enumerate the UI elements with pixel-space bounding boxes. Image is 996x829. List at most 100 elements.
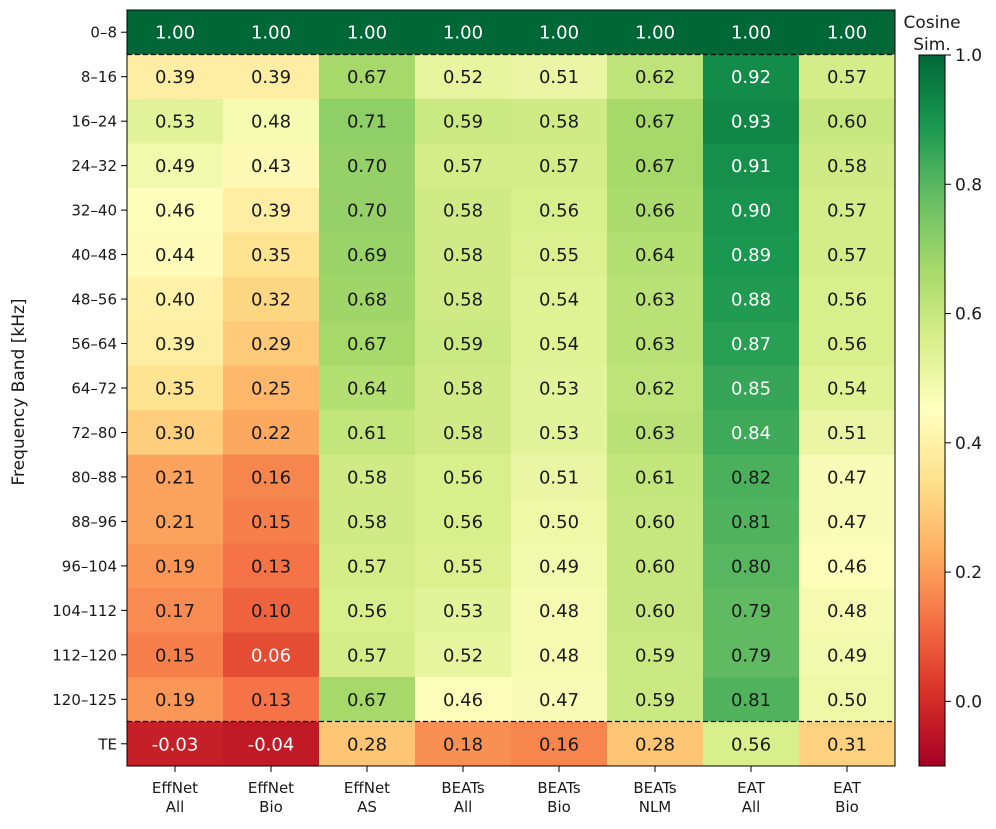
cell-value-label: 0.71 [347, 112, 387, 133]
cell-value-label: 0.29 [251, 334, 291, 355]
heatmap-cell [127, 187, 224, 233]
heatmap-cell [223, 632, 320, 678]
cell-value-label: 0.57 [827, 201, 867, 222]
heatmap-cell [511, 321, 608, 367]
heatmap-cell [223, 98, 320, 144]
y-tick-label: 8–16 [81, 68, 117, 86]
cell-value-label: 0.51 [827, 423, 867, 444]
cell-value-label: 0.13 [251, 556, 291, 577]
cell-value-label: 0.57 [443, 156, 483, 177]
cell-value-label: 0.17 [155, 601, 195, 622]
heatmap-cell [607, 187, 704, 233]
heatmap-cell [703, 365, 800, 411]
heatmap-cell [415, 677, 512, 723]
heatmap-cell [223, 54, 320, 100]
cell-value-label: 0.48 [539, 601, 579, 622]
cell-value-label: 0.43 [251, 156, 291, 177]
heatmap-cell [799, 276, 896, 322]
cell-value-label: 0.70 [347, 201, 387, 222]
x-tick-label: BEATs [633, 779, 677, 797]
heatmap-cell [799, 410, 896, 456]
heatmap-cell [511, 143, 608, 189]
y-tick-label: 80–88 [71, 468, 117, 486]
cell-value-label: 0.35 [251, 245, 291, 266]
y-tick-label: 0–8 [90, 24, 117, 42]
cell-value-label: 0.15 [155, 645, 195, 666]
heatmap-cell [511, 54, 608, 100]
cell-value-label: 0.49 [827, 645, 867, 666]
heatmap-cell [703, 543, 800, 589]
cell-value-label: 0.57 [347, 645, 387, 666]
heatmap-cell [415, 98, 512, 144]
heatmap-cell [511, 677, 608, 723]
heatmap-cell [799, 543, 896, 589]
cell-value-label: 0.61 [635, 467, 675, 488]
cell-value-label: 0.55 [443, 556, 483, 577]
y-axis-label: Frequency Band [kHz] [9, 298, 29, 485]
y-tick-label: 104–112 [52, 602, 117, 620]
heatmap-cell [319, 321, 416, 367]
heatmap-cell [223, 721, 320, 767]
cell-value-label: 0.22 [251, 423, 291, 444]
cell-value-label: 0.54 [539, 334, 579, 355]
heatmap-cell [607, 321, 704, 367]
heatmap-cell [127, 499, 224, 545]
heatmap-cell [319, 632, 416, 678]
heatmap-cell [127, 588, 224, 634]
heatmap-cell [319, 499, 416, 545]
cell-value-label: 0.49 [155, 156, 195, 177]
cell-value-label: 0.52 [443, 67, 483, 88]
heatmap-cell [703, 721, 800, 767]
colorbar-tick-label: 1.0 [955, 46, 982, 66]
cell-value-label: 0.39 [251, 67, 291, 88]
cell-value-label: 0.62 [635, 67, 675, 88]
heatmap-cell [799, 588, 896, 634]
heatmap-cell [319, 410, 416, 456]
cell-value-label: 1.00 [155, 23, 195, 44]
cell-value-label: 0.39 [251, 201, 291, 222]
heatmap-cell [607, 143, 704, 189]
cell-value-label: 0.61 [347, 423, 387, 444]
heatmap-cell [415, 543, 512, 589]
cell-value-label: 0.56 [539, 201, 579, 222]
colorbar-ticks: 0.0 0.2 0.4 0.6 0.8 1.0 [945, 46, 982, 712]
heatmap-cell [415, 365, 512, 411]
colorbar-tick-label: 0.8 [955, 175, 982, 195]
cell-value-label: 0.63 [635, 423, 675, 444]
cell-value-label: 0.48 [827, 601, 867, 622]
heatmap-cell [415, 187, 512, 233]
cell-value-label: 0.82 [731, 467, 771, 488]
heatmap-cell [703, 454, 800, 500]
heatmap-cell [127, 365, 224, 411]
cell-value-label: 0.46 [443, 690, 483, 711]
cell-value-label: 0.87 [731, 334, 771, 355]
heatmap-cell [415, 588, 512, 634]
heatmap-cell [319, 98, 416, 144]
heatmap-cell [127, 677, 224, 723]
colorbar-tick-label: 0.6 [955, 305, 982, 325]
heatmap-cell [127, 721, 224, 767]
cell-value-label: 0.58 [443, 423, 483, 444]
y-tick-label: 112–120 [52, 646, 117, 664]
heatmap-cell [799, 499, 896, 545]
cell-value-label: 0.62 [635, 379, 675, 400]
cell-value-label: 0.48 [251, 112, 291, 133]
cell-value-label: 0.46 [155, 201, 195, 222]
x-tick-label: AS [357, 798, 377, 816]
cell-value-label: 0.88 [731, 290, 771, 311]
cell-value-label: 1.00 [347, 23, 387, 44]
cell-value-label: 1.00 [251, 23, 291, 44]
heatmap-cell [703, 232, 800, 278]
heatmap-cell [319, 365, 416, 411]
cell-value-label: 0.80 [731, 556, 771, 577]
cell-value-label: 0.79 [731, 645, 771, 666]
heatmap-cell [415, 410, 512, 456]
cell-value-label: 0.56 [827, 334, 867, 355]
heatmap-cell [319, 454, 416, 500]
heatmap-cell [703, 632, 800, 678]
cell-value-label: 0.58 [347, 467, 387, 488]
heatmap-cells: 1.00 1.00 1.00 1.00 1.00 1.00 1.00 1.00 0.39 0.39… [127, 10, 896, 767]
cell-value-label: 0.53 [155, 112, 195, 133]
colorbar: Cosine Sim. 0.0 0.2 0.4 0.6 0.8 1.0 [903, 13, 982, 767]
cell-value-label: 0.13 [251, 690, 291, 711]
